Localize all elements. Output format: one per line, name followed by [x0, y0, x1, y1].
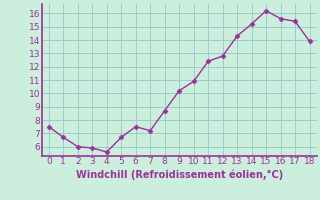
X-axis label: Windchill (Refroidissement éolien,°C): Windchill (Refroidissement éolien,°C) [76, 169, 283, 180]
